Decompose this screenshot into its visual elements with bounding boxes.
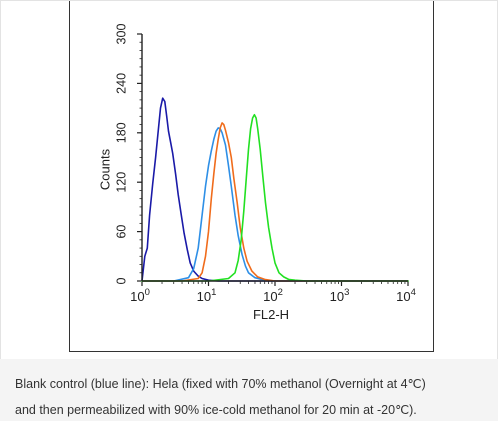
caption-line-1: Blank control (blue line): Hela (fixed w…: [15, 377, 426, 391]
plot-panel: 0 60 120 180 240 300 100 101 102 103 104 FL2-H Cou…: [69, 1, 434, 352]
series-line-2: [141, 127, 409, 282]
x-tick-label: 101: [197, 287, 217, 304]
y-axis-label: Counts: [97, 148, 112, 190]
y-tick-label: 300: [114, 24, 128, 45]
series-line-3: [141, 122, 409, 282]
series-line-4: [141, 113, 409, 282]
x-tick-exponent: 0: [145, 287, 150, 298]
y-tick-label: 60: [114, 225, 128, 239]
x-tick-base: 10: [197, 289, 211, 304]
x-tick-exponent: 1: [211, 287, 216, 298]
y-tick-label: 0: [114, 277, 128, 284]
series-line-1: [141, 97, 409, 282]
figure-frame: 0 60 120 180 240 300 100 101 102 103 104 FL2-H Cou…: [0, 0, 498, 360]
x-tick-base: 10: [396, 289, 410, 304]
x-axis-label: FL2-H: [253, 307, 289, 322]
x-tick-base: 10: [263, 289, 277, 304]
x-tick-label: 100: [130, 287, 150, 304]
caption-line-2: and then permeabilized with 90% ice-cold…: [15, 403, 417, 417]
x-tick-exponent: 3: [344, 287, 349, 298]
x-tick-base: 10: [130, 289, 144, 304]
y-tick-label: 240: [114, 73, 128, 94]
y-tick-label: 180: [114, 122, 128, 143]
x-tick-label: 103: [330, 287, 350, 304]
x-tick-exponent: 4: [411, 287, 416, 298]
y-tick-label: 120: [114, 172, 128, 193]
x-tick-label: 102: [263, 287, 283, 304]
caption-box: Blank control (blue line): Hela (fixed w…: [0, 359, 498, 421]
x-tick-label: 104: [396, 287, 416, 304]
x-tick-exponent: 2: [278, 287, 283, 298]
x-tick-base: 10: [330, 289, 344, 304]
